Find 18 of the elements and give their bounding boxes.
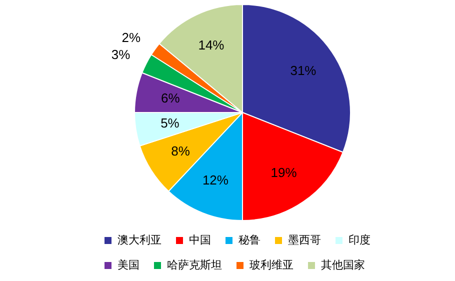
data-label: 3% — [111, 46, 131, 62]
data-label: 8% — [171, 143, 190, 158]
legend-label: 墨西哥 — [288, 233, 321, 246]
legend-label: 澳大利亚 — [118, 233, 162, 246]
legend-label: 秘鲁 — [238, 233, 260, 246]
data-label: 12% — [202, 172, 229, 188]
data-label: 2% — [122, 30, 141, 46]
legend-label: 其他国家 — [321, 258, 365, 272]
data-label: 19% — [270, 164, 298, 180]
legend-label: 中国 — [189, 233, 211, 246]
legend-label: 玻利维亚 — [250, 258, 294, 272]
legend-label: 哈萨克斯坦 — [167, 258, 222, 272]
data-label: 6% — [160, 90, 180, 106]
legend-label: 印度 — [348, 233, 370, 246]
legend-label: 美国 — [118, 258, 140, 272]
data-label: 14% — [198, 38, 225, 53]
data-label: 31% — [290, 62, 317, 78]
data-label: 5% — [160, 116, 180, 131]
